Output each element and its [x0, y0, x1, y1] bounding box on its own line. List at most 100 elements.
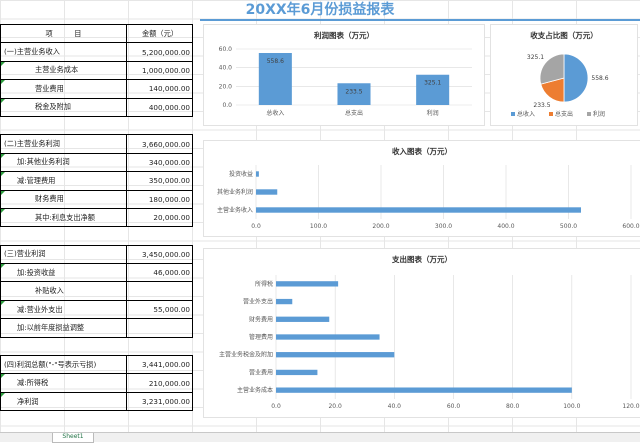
table-blank-row: [0, 226, 193, 246]
bar[interactable]: [276, 316, 330, 322]
row-amount[interactable]: 3,441,000.00: [126, 355, 193, 375]
row-label[interactable]: (二)主营业务利润: [0, 134, 127, 154]
row-label[interactable]: 减:管理费用: [0, 171, 127, 191]
row-amount[interactable]: 46,000.00: [126, 263, 193, 283]
row-label[interactable]: (三)营业利润: [0, 244, 127, 265]
row-amount[interactable]: 3,660,000.00: [126, 134, 193, 154]
blank-cell[interactable]: [0, 226, 127, 246]
x-tick-label: 100.0: [563, 403, 580, 410]
row-amount[interactable]: 20,000.00: [126, 207, 193, 228]
row-amount[interactable]: 210,000.00: [126, 373, 193, 393]
bar[interactable]: [276, 298, 293, 305]
table-row: (四)利润总额("-"号表示亏损) 3,441,000.00: [0, 355, 193, 375]
legend-swatch: [549, 112, 553, 116]
row-label[interactable]: 补贴收入: [0, 281, 127, 301]
table-row: 加:以前年度损益调整: [0, 318, 193, 338]
blank-cell[interactable]: [126, 226, 193, 246]
row-amount[interactable]: [126, 281, 193, 301]
legend-label: 总收入: [517, 110, 535, 118]
bar[interactable]: [258, 53, 292, 105]
table-row: 税金及附加 400,000.00: [0, 97, 193, 117]
row-label[interactable]: 税金及附加: [0, 97, 127, 117]
pie-slice[interactable]: [563, 53, 589, 103]
table-header-row: 项 目金额（元）: [0, 23, 193, 44]
blank-cell[interactable]: [0, 336, 127, 357]
bar[interactable]: [256, 189, 278, 195]
blank-cell[interactable]: [126, 336, 193, 357]
bar[interactable]: [416, 74, 450, 105]
bar[interactable]: [256, 171, 259, 177]
x-tick-label: 200.0: [372, 223, 389, 230]
row-amount[interactable]: 140,000.00: [126, 79, 193, 99]
row-label[interactable]: (一)主营业务收入: [0, 42, 127, 62]
data-label: 233.5: [345, 88, 362, 95]
bar[interactable]: [276, 352, 395, 358]
row-label[interactable]: 减:营业外支出: [0, 299, 127, 320]
table-row: 财务费用 180,000.00: [0, 189, 193, 209]
x-tick-label: 500.0: [560, 223, 577, 230]
table-row: 其中:利息支出净额 20,000.00: [0, 207, 193, 228]
row-label[interactable]: 财务费用: [0, 189, 127, 209]
y-tick-label: 营业费用: [249, 368, 273, 376]
row-amount[interactable]: 400,000.00: [126, 97, 193, 117]
blank-cell[interactable]: [126, 115, 193, 136]
y-tick-label: 管理费用: [249, 333, 273, 341]
row-label[interactable]: 营业费用: [0, 79, 127, 99]
legend-label: 利润: [593, 110, 605, 118]
legend-label: 总支出: [555, 110, 573, 118]
blank-cell[interactable]: [0, 115, 127, 136]
row-label[interactable]: 净利润: [0, 391, 127, 412]
profit-chart-panel[interactable]: 利润图表（万元） 0.0 20.0 40.0 60.0 558.6 总收入 233.5 总支出…: [203, 24, 485, 126]
bar[interactable]: [276, 281, 339, 287]
x-tick-label: 20.0: [328, 403, 342, 410]
row-label[interactable]: 减:所得税: [0, 373, 127, 393]
row-label[interactable]: 主营业务成本: [0, 60, 127, 81]
row-amount[interactable]: [126, 318, 193, 338]
bar[interactable]: [337, 83, 371, 105]
row-label[interactable]: 加:投资收益: [0, 263, 127, 283]
table-row: 补贴收入: [0, 281, 193, 301]
data-label: 558.6: [267, 58, 284, 65]
table-row: 减:营业外支出 55,000.00: [0, 299, 193, 320]
table-row: 加:其他业务利润 340,000.00: [0, 152, 193, 173]
table-row: 净利润 3,231,000.00: [0, 391, 193, 412]
expense-chart-panel[interactable]: 支出图表（万元） 0.0 20.0 40.0 60.0 80.0 100.0 120.0 所得…: [203, 248, 640, 418]
legend-swatch: [511, 112, 515, 116]
table-row: (二)主营业务利润 3,660,000.00: [0, 134, 193, 154]
x-tick-label: 80.0: [506, 403, 520, 410]
table-blank-row: [0, 115, 193, 136]
bar[interactable]: [276, 387, 572, 393]
bar[interactable]: [276, 334, 380, 340]
share-chart-panel[interactable]: 收支占比图（万元） 558.6 233.5 325.1 总收入 总支出 利润: [490, 24, 638, 126]
row-amount[interactable]: 3,231,000.00: [126, 391, 193, 412]
row-label[interactable]: 加:其他业务利润: [0, 152, 127, 173]
row-label[interactable]: 加:以前年度损益调整: [0, 318, 127, 338]
share-chart-title: 收支占比图（万元）: [530, 31, 598, 40]
income-chart-title: 收入图表（万元）: [392, 147, 452, 156]
row-amount[interactable]: 55,000.00: [126, 299, 193, 320]
row-label[interactable]: (四)利润总额("-"号表示亏损): [0, 355, 127, 375]
bar[interactable]: [256, 207, 581, 213]
table-row: 营业费用 140,000.00: [0, 79, 193, 99]
pie-slice[interactable]: [539, 53, 565, 85]
row-amount[interactable]: 180,000.00: [126, 189, 193, 209]
row-amount[interactable]: 1,000,000.00: [126, 60, 193, 81]
bar[interactable]: [276, 369, 318, 376]
row-amount[interactable]: 350,000.00: [126, 171, 193, 191]
income-chart: 0.0 100.0 200.0 300.0 400.0 500.0 600.0 投资收益其他业…: [217, 165, 640, 230]
row-amount[interactable]: 340,000.00: [126, 152, 193, 173]
row-label[interactable]: 其中:利息支出净额: [0, 207, 127, 228]
income-chart-panel[interactable]: 收入图表（万元） 0.0 100.0 200.0 300.0 400.0 500.0 600…: [203, 140, 640, 237]
row-amount[interactable]: 3,450,000.00: [126, 244, 193, 265]
y-tick-label: 投资收益: [229, 170, 253, 178]
income-statement-table: 项 目金额（元） (一)主营业务收入 5,200,000.00 主营业务成本 1,000…: [0, 23, 193, 412]
row-amount[interactable]: 5,200,000.00: [126, 42, 193, 62]
x-tick-label: 40.0: [388, 403, 402, 410]
sheet-tab[interactable]: Sheet1: [52, 433, 94, 443]
y-tick-label: 其他业务利润: [217, 188, 253, 196]
legend-swatch: [587, 112, 591, 116]
data-label: 325.1: [424, 80, 441, 87]
share-chart: 558.6 233.5 325.1 总收入 总支出 利润: [511, 53, 609, 118]
table-row: 主营业务成本 1,000,000.00: [0, 60, 193, 81]
profit-chart: 0.0 20.0 40.0 60.0 558.6 总收入 233.5 总支出 325.1 利润: [219, 46, 472, 117]
